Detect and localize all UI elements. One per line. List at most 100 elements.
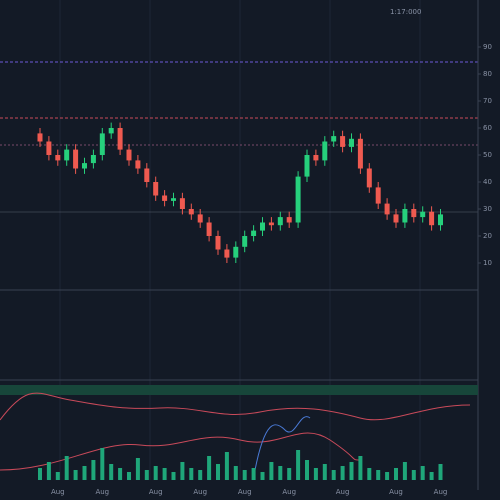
candle-body: [304, 155, 310, 177]
volume-bar: [260, 472, 265, 480]
volume-bar: [331, 470, 336, 480]
volume-bar: [91, 460, 96, 480]
candle-body: [126, 149, 132, 161]
y-tick-label: 20: [483, 232, 492, 240]
volume-bar: [64, 456, 69, 480]
x-tick-label: Aug: [95, 488, 109, 496]
volume-bar: [278, 466, 283, 480]
volume-bar: [118, 468, 123, 480]
candle-body: [340, 136, 346, 147]
volume-bar: [46, 462, 51, 480]
volume-bar: [429, 472, 434, 480]
candle-body: [393, 214, 399, 223]
volume-bar: [296, 450, 301, 480]
candle-body: [108, 128, 114, 134]
volume-bar: [394, 468, 398, 480]
volume-bar: [358, 456, 363, 480]
candle-body: [411, 209, 417, 218]
x-tick-label: Aug: [282, 488, 296, 496]
candle-body: [46, 141, 52, 155]
candle-body: [162, 195, 168, 201]
indicator-band: [0, 385, 478, 395]
y-tick-label: 90: [483, 43, 492, 51]
candle-body: [99, 133, 105, 155]
volume-bar: [180, 462, 185, 480]
volume-bar: [144, 470, 149, 480]
candle-body: [233, 246, 239, 258]
candle-body: [277, 217, 283, 226]
x-tick-label: Aug: [336, 488, 350, 496]
volume-bar: [411, 470, 416, 480]
candle-body: [268, 222, 274, 226]
x-tick-label: Aug: [434, 488, 448, 496]
candle-body: [73, 149, 79, 169]
y-tick-label: 70: [483, 97, 492, 105]
volume-bar: [251, 468, 256, 480]
candle-body: [171, 198, 176, 201]
volume-bar: [385, 472, 390, 480]
x-tick-label: Aug: [51, 488, 65, 496]
x-tick-label: Aug: [389, 488, 403, 496]
candle-body: [197, 214, 203, 223]
candle-body: [331, 136, 337, 142]
volume-bar: [73, 470, 78, 480]
candle-body: [251, 230, 257, 236]
x-tick-label: Aug: [238, 488, 252, 496]
volume-bar: [340, 466, 345, 480]
candle-body: [357, 138, 363, 169]
y-tick-label: 30: [483, 205, 492, 213]
volume-bar: [349, 462, 354, 480]
volume-bar: [367, 468, 372, 480]
volume-bar: [162, 468, 167, 480]
volume-bar: [171, 472, 176, 480]
volume-bar: [127, 472, 131, 480]
candle-body: [206, 222, 212, 236]
candle-body: [366, 168, 372, 188]
volume-bar: [313, 468, 318, 480]
volume-bar: [189, 468, 194, 480]
candle-body: [260, 222, 265, 231]
candle-body: [384, 203, 390, 215]
candle-body: [135, 160, 141, 169]
candle-body: [420, 211, 426, 218]
volume-bar: [207, 456, 212, 480]
candle-body: [37, 133, 43, 142]
volume-bar: [376, 470, 381, 480]
volume-bar: [55, 472, 60, 480]
y-tick-label: 80: [483, 70, 492, 78]
volume-bar: [402, 462, 407, 480]
volume-bar: [38, 468, 42, 480]
volume-bar: [224, 452, 229, 480]
candle-body: [215, 236, 221, 250]
candle-body: [188, 209, 194, 215]
candle-body: [153, 182, 159, 196]
volume-bar: [198, 470, 203, 480]
candle-body: [375, 187, 381, 204]
x-tick-label: Aug: [149, 488, 163, 496]
candle-body: [402, 209, 408, 223]
candle-body: [55, 155, 61, 161]
volume-bar: [420, 466, 425, 480]
candle-body: [322, 141, 328, 161]
volume-bar: [100, 448, 105, 480]
y-tick-label: 40: [483, 178, 492, 186]
candle-body: [117, 128, 123, 150]
candle-body: [90, 155, 96, 164]
candle-body: [242, 236, 248, 247]
volume-bar: [287, 468, 292, 480]
y-tick-label: 50: [483, 151, 492, 159]
volume-bar: [153, 466, 158, 480]
candle-body: [286, 217, 292, 223]
volume-bar: [233, 466, 238, 480]
candle-body: [64, 149, 70, 161]
grid: [59, 0, 421, 480]
y-tick-label: 60: [483, 124, 492, 132]
volume-bar: [269, 462, 274, 480]
candle-body: [295, 176, 301, 223]
volume-bar: [109, 464, 114, 480]
x-tick-label: Aug: [193, 488, 207, 496]
volume-bar: [305, 460, 309, 480]
volume-bar: [82, 466, 87, 480]
candle-body: [144, 168, 150, 182]
